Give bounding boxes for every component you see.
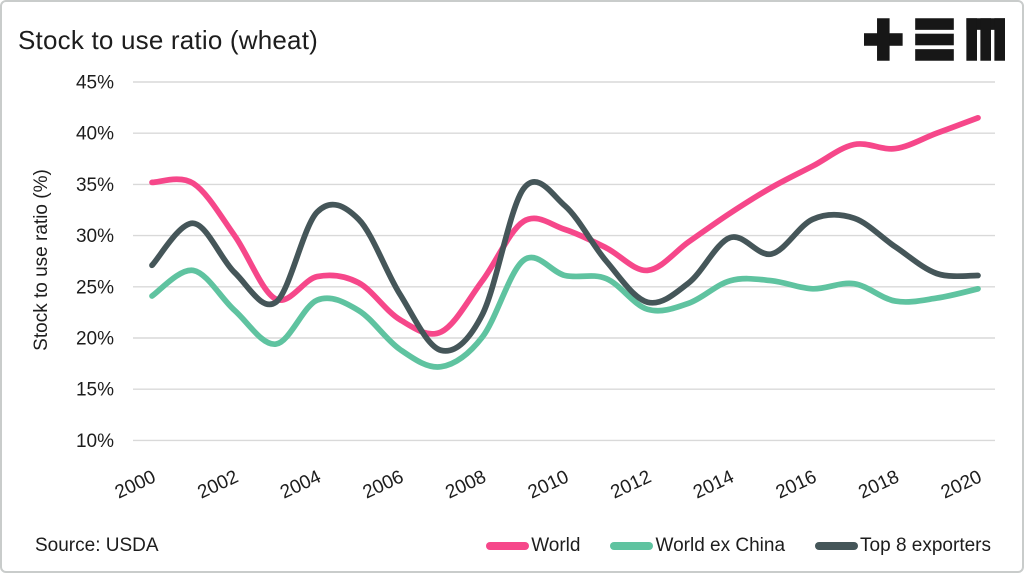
y-tick-label: 20% — [76, 329, 114, 350]
x-tick-label: 2014 — [690, 466, 738, 503]
x-tick-label: 2002 — [195, 466, 242, 503]
series-lines — [149, 114, 981, 370]
legend-item-world: World — [486, 535, 580, 557]
y-tick-label: 35% — [76, 175, 114, 196]
x-tick-label: 2012 — [608, 466, 655, 503]
legend-label-top-8-exporters: Top 8 exporters — [860, 535, 991, 556]
x-tick-label: 2020 — [938, 466, 985, 503]
x-tick-label: 2008 — [442, 466, 489, 503]
y-tick-label: 40% — [76, 124, 114, 145]
x-tick-label: 2010 — [525, 466, 572, 503]
x-tick-label: 2006 — [360, 466, 407, 503]
legend-swatch-world-ex-china — [610, 542, 654, 550]
y-tick-label: 15% — [76, 380, 114, 401]
x-tick-label: 2018 — [855, 466, 902, 503]
legend: World World ex China Top 8 exporters — [486, 535, 991, 557]
legend-swatch-world — [486, 542, 530, 550]
x-tick-label: 2000 — [112, 466, 159, 503]
legend-item-world-ex-china: World ex China — [610, 535, 785, 557]
y-tick-labels: 45% 40% 35% 30% 25% 20% 15% 10% — [76, 73, 114, 452]
x-tick-label: 2004 — [277, 466, 325, 503]
gridlines — [133, 81, 995, 442]
series-line-top-8-exporters — [149, 179, 981, 354]
x-tick-labels: 2000 2002 2004 2006 2008 2010 2012 2014 2016 2018… — [112, 466, 985, 503]
series-line-world-ex-china — [149, 254, 981, 370]
y-tick-label: 30% — [76, 226, 114, 247]
y-tick-label: 25% — [76, 277, 114, 298]
legend-swatch-top-8-exporters — [815, 542, 859, 550]
chart-footer: Source: USDA World World ex China Top 8 ex… — [0, 526, 1024, 566]
legend-label-world-ex-china: World ex China — [655, 535, 786, 556]
x-tick-label: 2016 — [773, 466, 820, 503]
legend-item-top-8-exporters: Top 8 exporters — [815, 535, 991, 557]
legend-label-world: World — [531, 535, 581, 556]
y-tick-label: 10% — [76, 431, 114, 452]
y-tick-label: 45% — [76, 73, 114, 94]
y-axis-title: Stock to use ratio (%) — [31, 169, 52, 351]
source-note: Source: USDA — [35, 535, 159, 556]
tem-logo-shapes — [864, 18, 1005, 61]
tem-logo — [864, 18, 1005, 61]
chart-title: Stock to use ratio (wheat) — [18, 25, 318, 55]
